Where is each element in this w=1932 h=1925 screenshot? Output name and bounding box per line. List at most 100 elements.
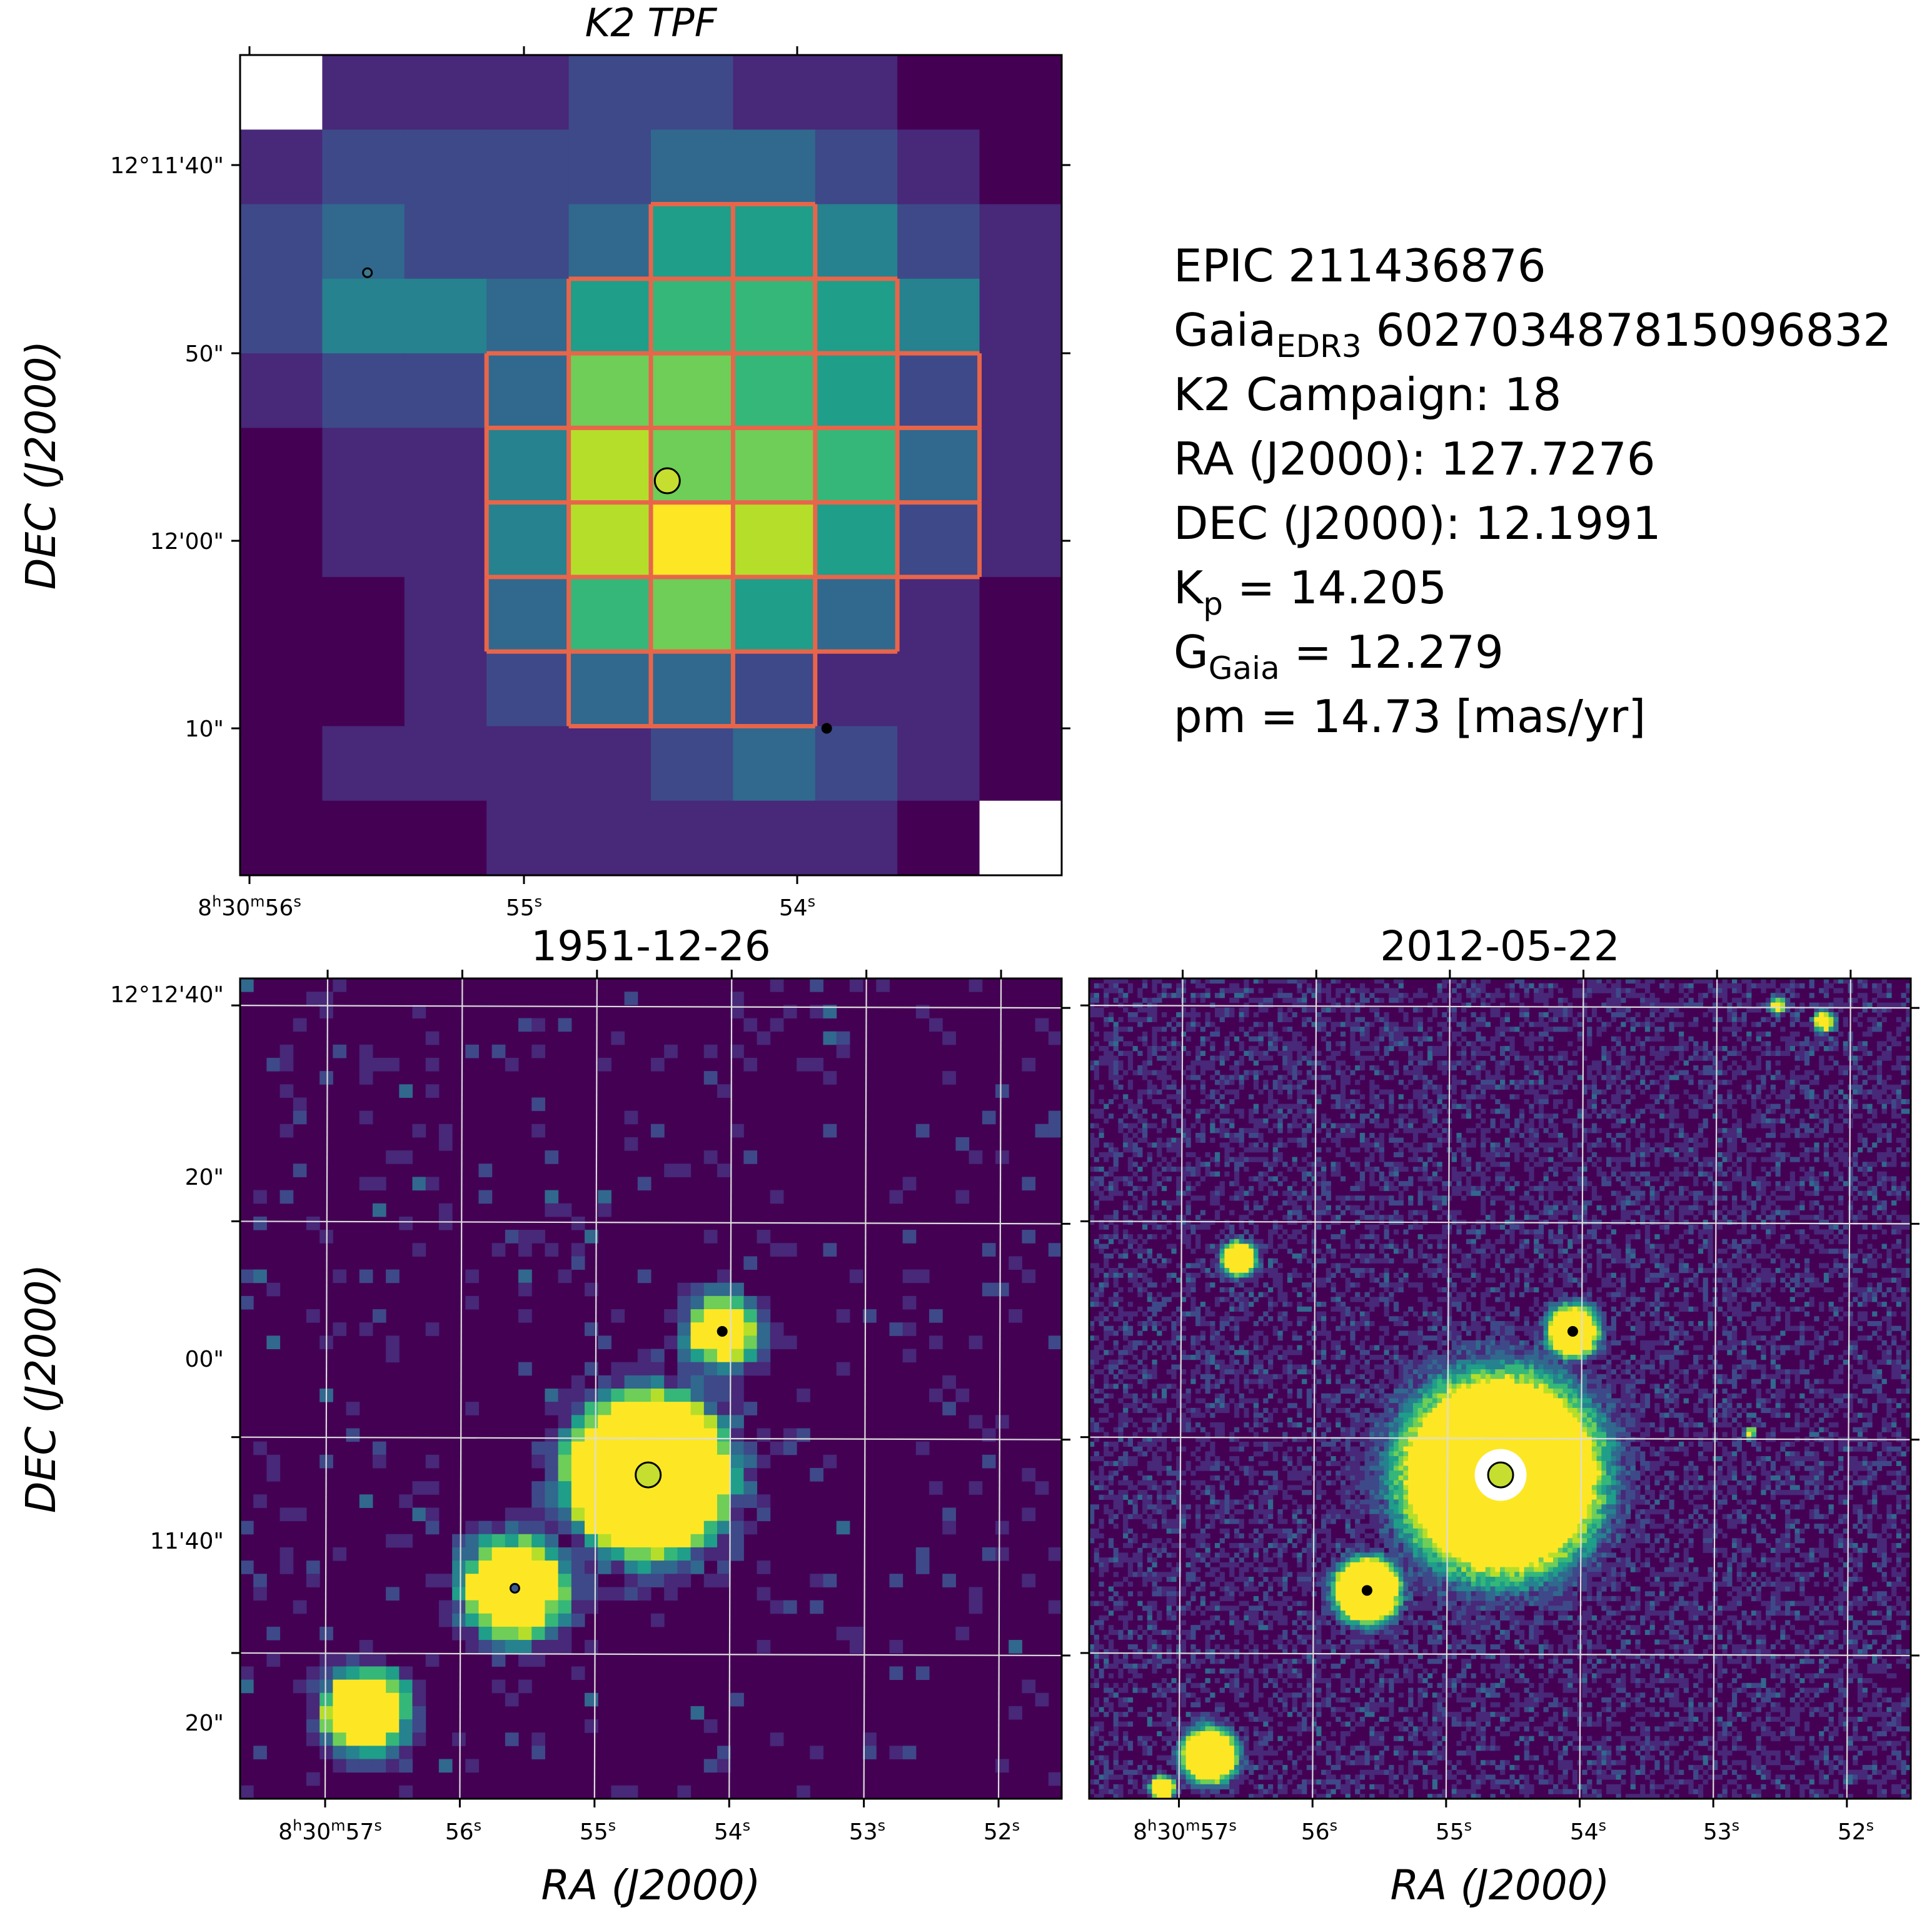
sky-pixel (1766, 1200, 1771, 1206)
sky-pixel (1775, 1050, 1781, 1056)
sky-pixel (1176, 1128, 1182, 1133)
sky-pixel (624, 1389, 638, 1402)
sky-pixel (333, 1746, 347, 1760)
sky-pixel (703, 1389, 718, 1402)
sky-pixel (1127, 1098, 1134, 1105)
sky-pixel (1398, 1094, 1404, 1100)
sky-pixel (372, 1057, 386, 1072)
sky-pixel (1886, 1031, 1892, 1037)
sky-pixel (1746, 1157, 1752, 1162)
sky-pixel (1244, 988, 1249, 993)
tpf-pixel (733, 800, 816, 875)
sky-pixel (1132, 1113, 1138, 1119)
sky-pixel (1277, 1080, 1283, 1085)
sky-pixel (1514, 978, 1520, 984)
sky-pixel (1562, 1166, 1568, 1172)
sky-pixel (1321, 1017, 1327, 1022)
sky-pixel (1698, 1142, 1704, 1148)
sky-pixel (1417, 1017, 1423, 1022)
sky-pixel (1886, 1036, 1892, 1042)
sky-pixel (611, 1481, 625, 1495)
sky-pixel (438, 1759, 453, 1773)
sky-pixel (1572, 1017, 1578, 1022)
sky-pixel (585, 1282, 598, 1297)
sky-pixel (1678, 1210, 1684, 1215)
sky-pixel (1621, 1113, 1626, 1119)
sky-pixel (1176, 1215, 1182, 1220)
sky-pixel (1263, 1108, 1269, 1114)
sky-pixel (1548, 1132, 1554, 1138)
sky-pixel (1336, 1022, 1341, 1027)
sky-pixel (1596, 1070, 1602, 1075)
sky-pixel (1886, 1176, 1892, 1182)
sky-pixel (1272, 1190, 1278, 1196)
sky-pixel (1195, 1137, 1201, 1143)
sky-pixel (1379, 1142, 1384, 1148)
sky-pixel (1355, 1162, 1361, 1167)
sky-pixel (1180, 1176, 1187, 1182)
sky-pixel (1311, 993, 1317, 998)
sky-pixel (319, 1732, 333, 1746)
sky-pixel (1775, 1142, 1781, 1148)
sky-pixel (1567, 1041, 1573, 1047)
sky-pixel (743, 1441, 758, 1455)
sky-pixel (1591, 1089, 1597, 1095)
sky-pixel (1249, 1142, 1254, 1148)
sky-pixel (1224, 1132, 1230, 1138)
sky-pixel (412, 1481, 426, 1495)
sky-pixel (1022, 1269, 1036, 1284)
sky-pixel (1427, 1132, 1433, 1138)
sky-pixel (1582, 1176, 1587, 1182)
sky-pixel (1147, 1050, 1152, 1056)
sky-pixel (969, 1587, 983, 1601)
sky-pixel (995, 1415, 1009, 1429)
sky-pixel (1161, 1075, 1167, 1080)
sky-pixel (1746, 1002, 1752, 1008)
sky-pixel (1326, 1190, 1331, 1196)
sky-pixel (1756, 1108, 1761, 1114)
sky-pixel (585, 1547, 598, 1561)
sky-pixel (1185, 1185, 1191, 1192)
sky-pixel (1200, 1070, 1206, 1075)
sky-pixel (1495, 1152, 1501, 1158)
sky-pixel (1287, 1060, 1293, 1066)
sky-pixel (1756, 1031, 1761, 1037)
sky-pixel (545, 1441, 559, 1455)
sky-pixel (889, 1190, 903, 1204)
sky-pixel (1094, 1142, 1099, 1148)
sky-pixel (1104, 978, 1109, 984)
sky-pixel (1113, 1060, 1119, 1066)
sky-pixel (1819, 1017, 1824, 1022)
sky-pixel (863, 1309, 877, 1323)
sky-pixel (1853, 1055, 1858, 1061)
sky-pixel (1258, 988, 1264, 993)
sky-pixel (1104, 1060, 1109, 1066)
sky-pixel (1282, 1103, 1288, 1109)
sky-pixel (1698, 1055, 1704, 1061)
sky-pixel (1471, 1128, 1476, 1133)
sky-pixel (1350, 1162, 1356, 1167)
sky-pixel (465, 1600, 479, 1614)
sky-pixel (1345, 1157, 1351, 1162)
sky-pixel (1553, 1132, 1559, 1138)
sky-pixel (1326, 997, 1331, 1003)
sky-pixel (545, 1520, 559, 1535)
sky-pixel (624, 1481, 638, 1495)
sky-pixel (359, 1679, 373, 1694)
sky-pixel (1557, 1002, 1563, 1008)
sky-pixel (1606, 1070, 1612, 1075)
sky-pixel (1437, 988, 1442, 993)
sky-pixel (1258, 1118, 1264, 1124)
sky-pixel (1562, 1108, 1568, 1114)
sky-pixel (1698, 1080, 1704, 1085)
sky-pixel (1606, 1075, 1612, 1080)
sky-pixel (1427, 1050, 1433, 1056)
sky-pixel (1553, 1098, 1559, 1105)
sky-pixel (1872, 1162, 1878, 1167)
sky-pixel (478, 1600, 493, 1614)
sky-pixel (1267, 1027, 1274, 1032)
sky-pixel (823, 1454, 837, 1469)
sky-pixel (1833, 1094, 1839, 1100)
sky-pixel (1229, 1007, 1235, 1013)
sky-pixel (1698, 1205, 1704, 1210)
